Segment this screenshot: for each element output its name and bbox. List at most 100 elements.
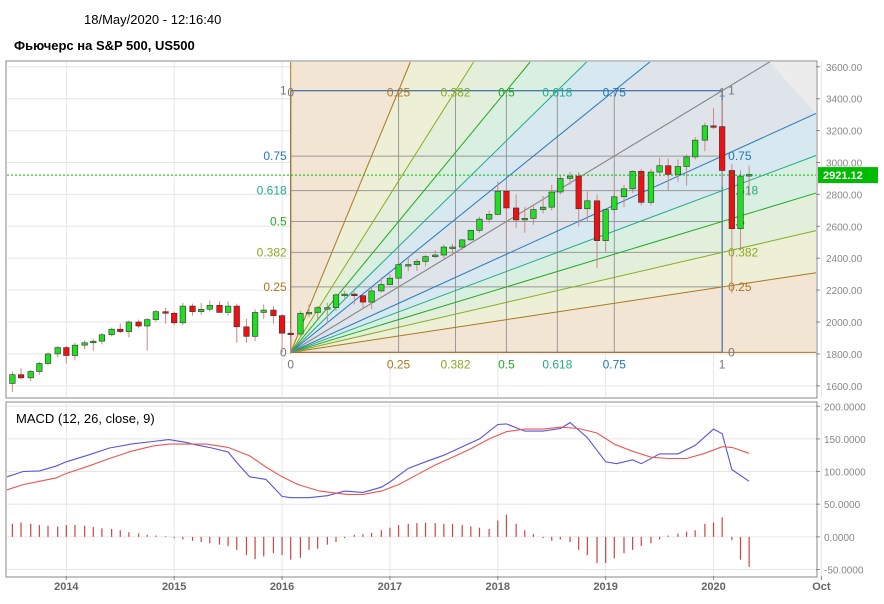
candle-body [540,206,547,210]
candle-body [44,353,52,364]
fib-label-top: 0.75 [603,86,627,100]
fib-label-right: 1 [728,84,735,98]
time-tick-label: 2016 [270,581,294,593]
candle-body [225,305,232,313]
fib-ray-steep [290,61,411,353]
candle-body [548,191,555,208]
candle-body [54,347,61,355]
macd-tick-label: 0.0000 [824,533,855,544]
candle-body [359,295,367,303]
candle-body [314,307,321,313]
macd-histogram [11,514,750,567]
candle-body [467,229,474,241]
signal-line [6,426,750,495]
price-axis: 1600.00 1800.00 2000.00 2200.00 2400.00 2600.… [816,63,863,393]
fib-label-left: 1 [280,84,287,98]
macd-tick-label: -50.0000 [824,565,864,576]
macd-tick-label: 50.0000 [824,500,861,511]
time-tick-label: Oct [812,581,831,593]
candle-body [638,170,645,203]
candle-body [503,190,510,209]
price-tick-label: 2000.00 [826,318,863,329]
candle-body [27,371,34,379]
price-tick-label: 1800.00 [826,350,863,361]
fib-label-right: 0.25 [728,280,752,294]
macd-title: MACD (12, 26, close, 9) [16,411,155,426]
timestamp: 18/May/2020 - 12:16:40 [84,12,222,27]
price-tick-label: 3200.00 [826,127,863,138]
candle-body [557,178,564,193]
candle-body [440,246,447,256]
macd-tick-label: 150.0000 [824,435,866,446]
candle-body [233,305,240,328]
candle-body [368,290,375,303]
fib-ray-flat [290,230,817,353]
fib-ray-steep [290,61,475,353]
fib-ray-flat [290,272,817,353]
candle-body [63,347,70,356]
instrument-title: Фьючерс на S&P 500, US500 [14,38,195,53]
candle-body [243,326,250,337]
candle-body [530,209,537,219]
fib-label-right: 0.382 [728,245,758,259]
fib-ray-steep [290,61,531,353]
fib-label-top: 0.618 [542,86,572,100]
candle-body [341,293,348,296]
candle-body [305,312,313,315]
candle-body [378,284,385,292]
macd-line [6,421,750,499]
candle-body [710,125,717,128]
candle-body [422,256,429,262]
fib-label-left: 0.75 [263,149,287,163]
candle-body [395,264,402,279]
candle-body [117,328,124,332]
candle-body [125,321,132,332]
candle-body [665,165,672,175]
candle-body [152,311,159,320]
fib-label-left: 0.25 [263,280,287,294]
price-tick-label: 2800.00 [826,190,863,201]
candle-body [566,175,574,179]
candle-body [647,171,655,203]
candle-body [171,312,178,324]
macd-tick-label: 100.0000 [824,468,866,479]
macd-axis: -50.0000 0.0000 50.0000 100.0000 150.0000 200… [816,402,866,576]
candle-body [737,175,744,230]
candle-body [405,264,412,267]
time-tick-label: 2014 [54,581,79,593]
candle-body [81,342,88,346]
candle-body [206,304,213,310]
candle-body [449,246,456,249]
macd-grid [7,403,822,576]
fib-label-bottom: 0 [287,357,294,371]
fib-label-left: 0.618 [257,184,287,198]
candle-body [135,321,142,327]
candle-body [252,312,259,337]
fib-label-bottom: 0.25 [387,357,411,371]
candle-body [179,305,186,324]
candle-body [602,209,609,241]
candle-body [674,166,682,175]
candle-body [459,239,466,248]
candle-body [90,340,97,344]
candle-body [584,200,591,210]
price-tick-label: 2400.00 [826,254,863,265]
fib-label-top: 0.382 [440,86,470,100]
time-axis: 2014 2015 2016 2017 2018 2019 2020 Oct [54,576,831,593]
candle-body [486,214,493,220]
candle-body [692,139,699,158]
time-tick-label: 2020 [701,581,725,593]
fib-ray-steep [290,61,651,353]
candle-body [98,334,106,342]
candle-body [593,200,601,241]
candle-body [432,254,439,257]
candle-body [351,293,358,297]
fib-ray-steep [290,61,587,353]
candle-body [189,305,196,312]
candle-body [36,363,43,372]
candle-body [297,312,304,335]
candle-body [71,344,79,356]
price-tick-label: 3000.00 [826,159,863,170]
time-tick-label: 2019 [593,581,617,593]
